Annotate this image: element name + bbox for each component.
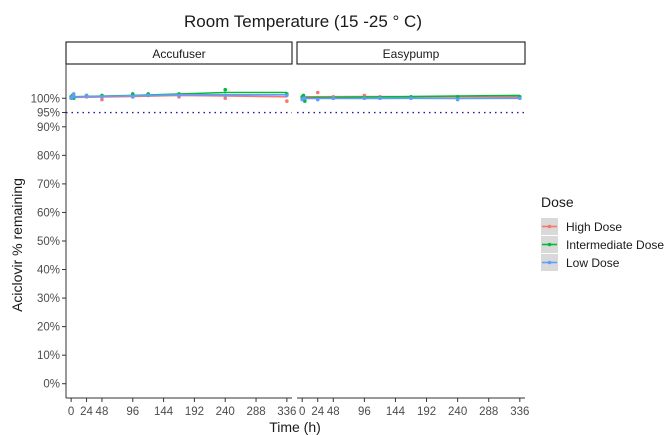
data-point-0-2-7 <box>177 93 181 98</box>
data-point-1-2-4 <box>331 96 336 101</box>
data-point-0-0-8 <box>223 96 228 101</box>
legend: Dose High Dose Intermediate Dose Low Dose <box>541 194 664 271</box>
data-point-0-2-8 <box>223 93 228 98</box>
x-tick-label-0-8: 336 <box>277 406 296 418</box>
x-tick-label-0-0: 0 <box>68 406 74 418</box>
x-tick-label-0-2: 48 <box>96 406 109 418</box>
series-0-2 <box>69 92 289 101</box>
x-tick-label-1-7: 288 <box>479 406 498 418</box>
data-point-0-2-5 <box>130 95 135 99</box>
x-tick-label-1-8: 336 <box>510 406 529 418</box>
x-tick-label-1-1: 24 <box>311 406 324 418</box>
y-tick-label-3: 30% <box>37 293 60 305</box>
data-point-1-2-5 <box>362 96 367 101</box>
chart-title: Room Temperature (15 -25 ° C) <box>184 12 422 31</box>
legend-label-0: High Dose <box>566 220 622 234</box>
data-point-0-2-3 <box>84 93 89 98</box>
facet-panel-1: Easypump 0 24 48 96 144 192 240 288 336 <box>296 41 529 418</box>
legend-title: Dose <box>541 194 574 210</box>
data-point-1-0-3 <box>315 90 320 95</box>
data-point-0-2-6 <box>146 93 150 98</box>
data-point-0-0-9 <box>285 99 289 103</box>
data-point-1-1-1 <box>301 93 306 98</box>
y-tick-label-9: 90% <box>37 122 60 134</box>
legend-key-dot-1 <box>547 242 552 247</box>
y-tick-label-11: 100% <box>31 93 60 105</box>
y-tick-label-7: 70% <box>37 179 60 191</box>
data-point-1-2-7 <box>409 96 413 101</box>
x-tick-label-1-5: 192 <box>417 406 436 418</box>
x-tick-label-0-4: 144 <box>154 406 174 418</box>
x-tick-label-1-4: 144 <box>386 406 406 418</box>
data-point-0-2-4 <box>100 95 104 99</box>
data-point-0-0-4 <box>100 97 104 102</box>
y-tick-label-1: 10% <box>37 350 60 362</box>
facet-strip-1 <box>296 41 526 65</box>
facet-panel-0: Accufuser 0% 10% 20% 30% 40% 50% 60% 70% 80% 90% 95… <box>31 41 296 418</box>
data-point-0-1-5 <box>130 92 135 96</box>
y-tick-label-8: 80% <box>37 150 60 162</box>
data-point-1-2-3 <box>315 97 320 102</box>
x-tick-label-1-2: 48 <box>327 406 340 418</box>
y-tick-label-6: 60% <box>37 207 60 219</box>
y-tick-label-2: 20% <box>37 322 60 334</box>
data-point-0-2-1 <box>70 95 75 99</box>
y-tick-label-0: 0% <box>43 379 60 391</box>
y-tick-label-4: 40% <box>37 265 60 277</box>
y-axis-label: Aciclovir % remaining <box>9 178 25 312</box>
x-tick-label-0-7: 288 <box>246 406 265 418</box>
x-tick-label-0-1: 24 <box>80 406 93 418</box>
data-point-0-2-9 <box>285 93 289 98</box>
series-1-2 <box>300 96 522 102</box>
legend-label-2: Low Dose <box>566 256 620 270</box>
facet-strip-label-1: Easypump <box>383 47 440 61</box>
facet-strip-0 <box>65 41 293 65</box>
x-tick-label-0-5: 192 <box>185 406 204 418</box>
data-point-1-2-8 <box>455 97 460 102</box>
legend-entry-0: High Dose <box>541 218 622 235</box>
legend-label-1: Intermediate Dose <box>566 238 664 252</box>
data-point-1-2-6 <box>378 96 382 101</box>
data-point-0-1-8 <box>223 87 228 92</box>
legend-entry-1: Intermediate Dose <box>541 236 664 253</box>
x-tick-label-1-6: 240 <box>448 406 467 418</box>
legend-key-dot-0 <box>547 224 552 229</box>
x-axis-label: Time (h) <box>269 419 321 435</box>
y-tick-label-5: 50% <box>37 236 60 248</box>
facet-strip-label-0: Accufuser <box>152 47 205 61</box>
x-tick-label-0-6: 240 <box>216 406 235 418</box>
x-tick-label-1-3: 96 <box>358 406 371 418</box>
data-point-1-2-9 <box>518 96 522 101</box>
data-point-1-2-2 <box>302 96 307 101</box>
data-point-0-2-2 <box>71 92 76 96</box>
legend-entry-2: Low Dose <box>541 254 620 271</box>
legend-key-dot-2 <box>547 260 552 265</box>
y-tick-label-10: 95% <box>37 108 60 120</box>
facet-panels: Accufuser 0% 10% 20% 30% 40% 50% 60% 70% 80% 90% 95… <box>31 41 529 418</box>
x-tick-label-1-0: 0 <box>299 406 305 418</box>
x-tick-label-0-3: 96 <box>126 406 139 418</box>
